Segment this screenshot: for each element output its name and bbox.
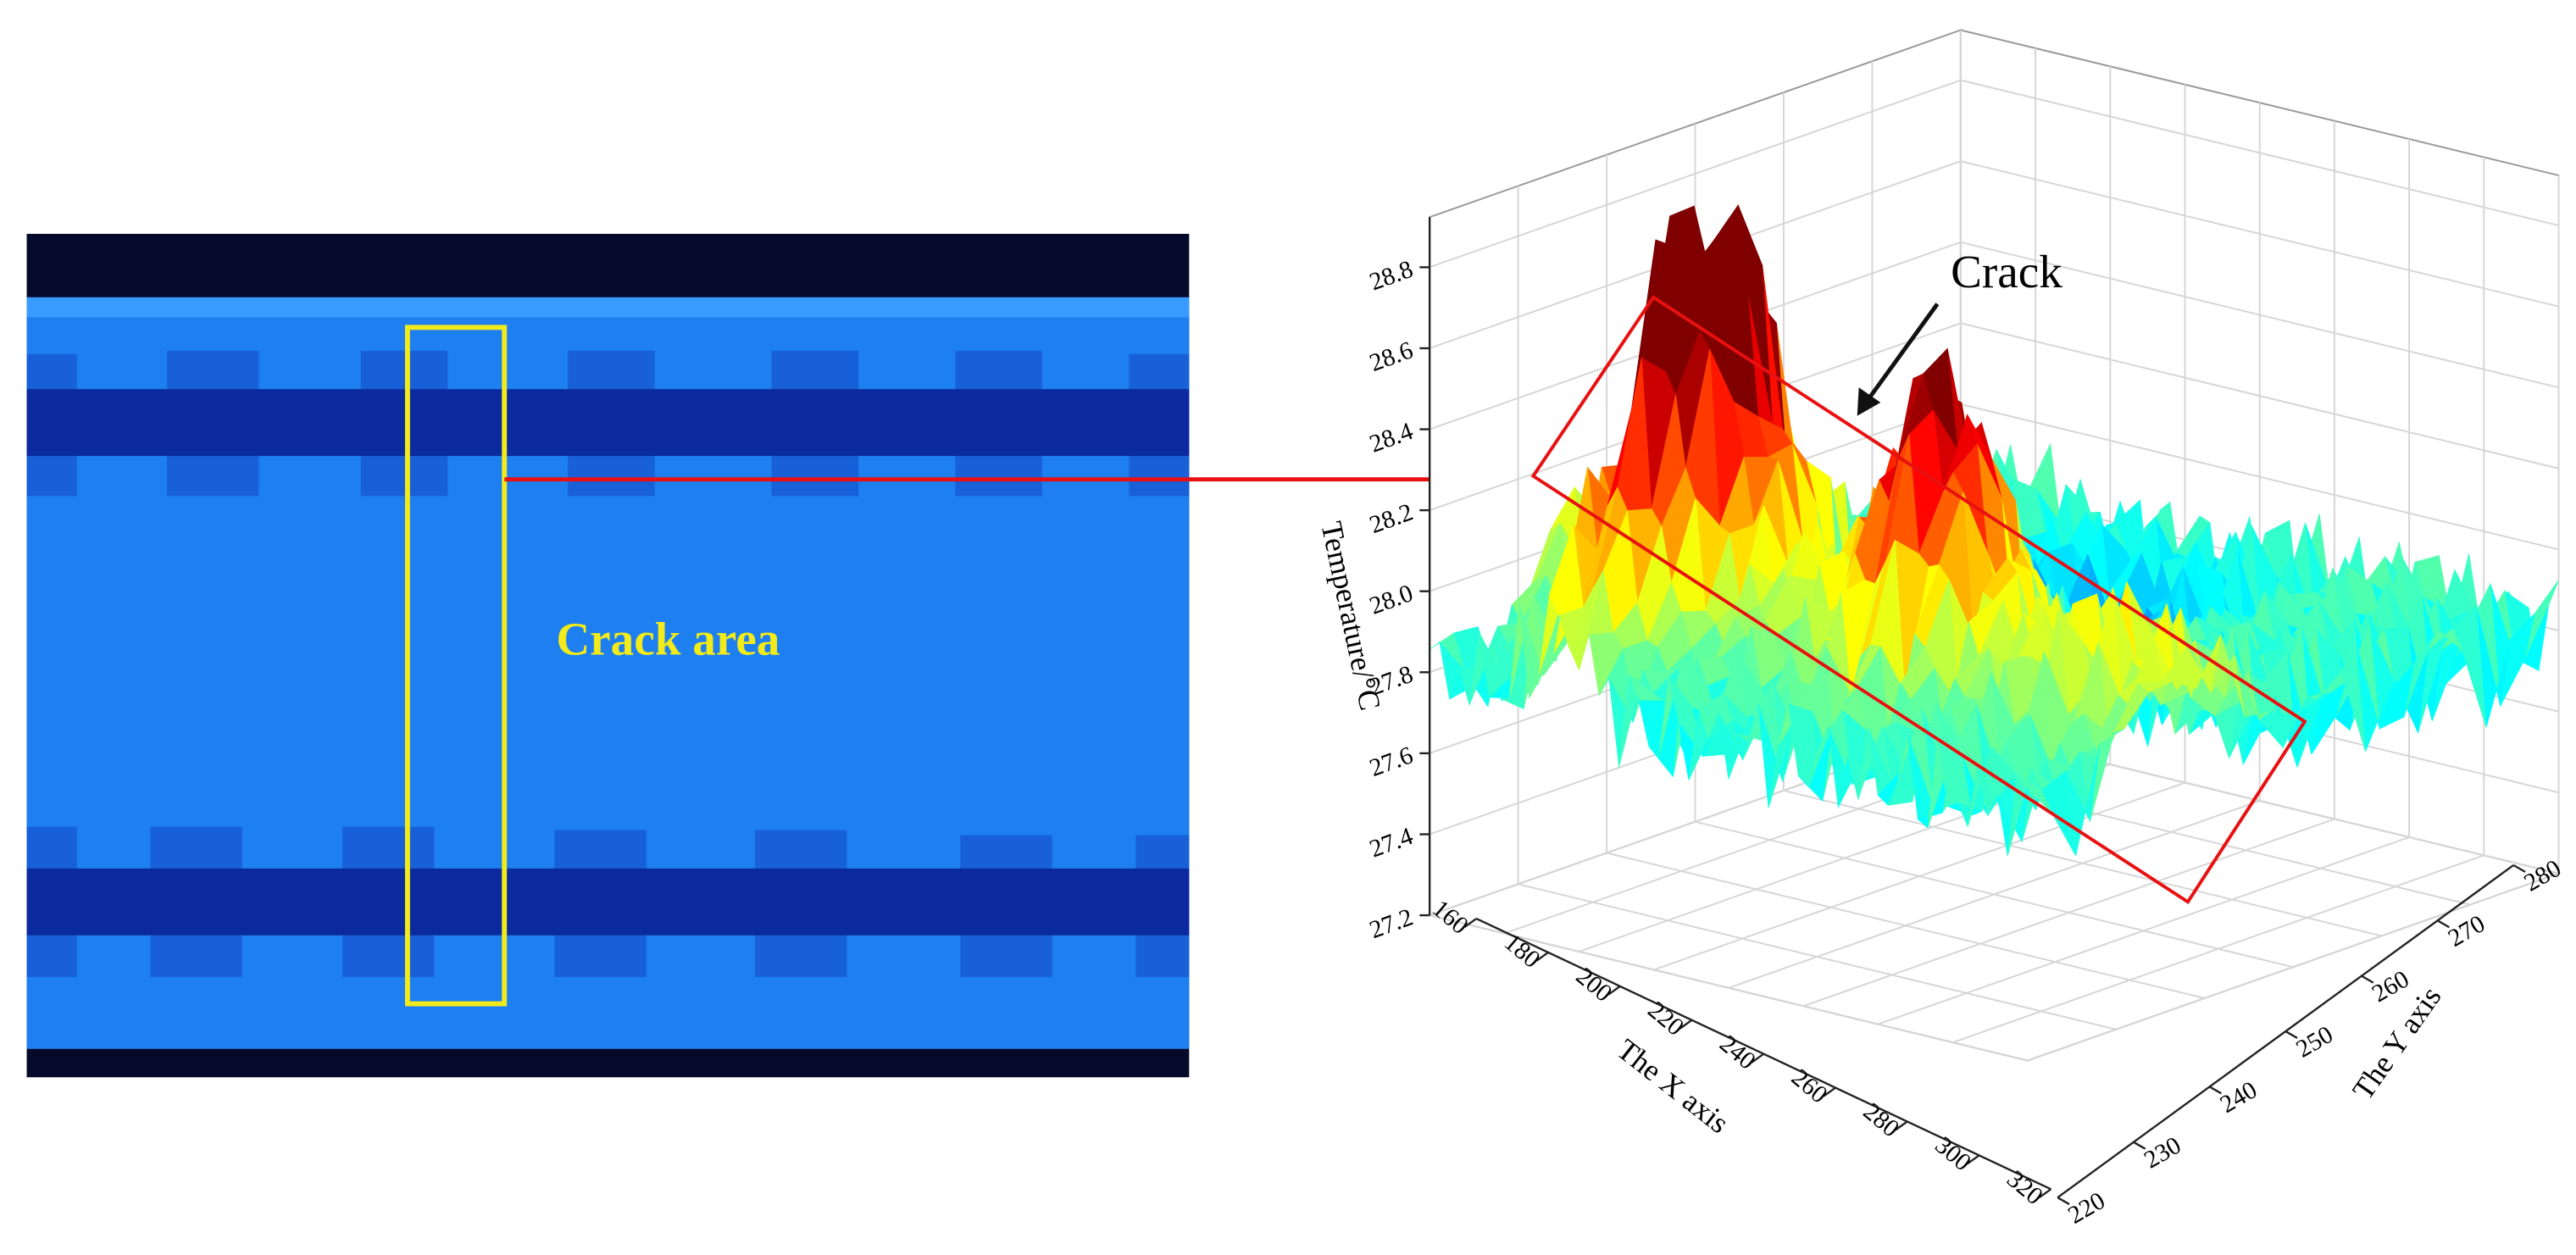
wall-grid-line <box>1960 160 2559 308</box>
wall-grid-line <box>1960 241 2559 389</box>
surface <box>1429 203 2559 857</box>
crack-arrow-head <box>1857 387 1881 416</box>
z-tick-label: 27.6 <box>1366 741 1417 782</box>
x-tick <box>1463 918 1478 928</box>
floor-grid-line <box>1429 914 2028 1062</box>
y-tick-label: 220 <box>2063 1187 2109 1230</box>
z-tick-label: 27.4 <box>1366 823 1417 864</box>
y-axis-label: The Y axis <box>2346 980 2448 1106</box>
crack-box <box>1530 295 2307 905</box>
x-tick-label: 200 <box>1571 963 1618 1008</box>
dark-stripe <box>26 868 1190 936</box>
z-tick-label: 28.4 <box>1366 418 1417 458</box>
x-tick <box>1967 1154 1980 1165</box>
z-tick-label: 28.6 <box>1366 336 1417 377</box>
x-tick-label: 260 <box>1786 1064 1833 1109</box>
x-tick <box>1607 985 1621 996</box>
y-tick <box>2512 864 2526 873</box>
z-tick-label: 28.0 <box>1366 580 1417 620</box>
x-tick-label: 320 <box>2001 1165 2048 1210</box>
y-tick-label: 240 <box>2216 1076 2262 1119</box>
floor-grid-line <box>1606 852 2205 999</box>
y-tick-label: 270 <box>2444 910 2490 952</box>
x-tick <box>1823 1086 1836 1097</box>
y-tick <box>2133 1141 2146 1150</box>
dark-stripe <box>26 389 1190 457</box>
thermal-image: Crack area <box>26 233 1190 1078</box>
x-tick <box>1751 1052 1765 1063</box>
floor-grid-line <box>1783 789 2382 937</box>
y-tick <box>2057 1197 2070 1206</box>
y-tick <box>2208 1086 2222 1095</box>
floor-grid-line <box>1518 883 2117 1030</box>
wall-grid-line <box>1429 79 1962 269</box>
y-tick <box>2437 919 2450 929</box>
y-tick <box>2285 1030 2298 1039</box>
wall-grid-line <box>1960 79 2559 227</box>
x-tick <box>1535 951 1549 962</box>
crack-area-label: Crack area <box>556 614 780 665</box>
x-tick-label: 300 <box>1929 1131 1976 1176</box>
z-tick-label: 27.2 <box>1366 903 1417 944</box>
floor-grid-line <box>1695 820 2294 969</box>
y-tick-label: 250 <box>2291 1021 2337 1063</box>
rail-edge <box>26 297 1190 318</box>
crack-arrow <box>1865 303 1940 403</box>
x-tick <box>2038 1188 2052 1199</box>
x-tick <box>1679 1019 1693 1030</box>
x-tick-label: 280 <box>1858 1098 1905 1143</box>
z-tick-label: 28.8 <box>1366 256 1417 297</box>
y-tick <box>2361 975 2374 984</box>
z-tick-label: 28.2 <box>1366 499 1417 540</box>
crack-box <box>404 325 508 1007</box>
wall-grid-line <box>1960 322 2559 469</box>
x-tick-label: 240 <box>1714 1030 1761 1075</box>
wall-grid-line <box>1960 403 2559 551</box>
crack-label: Crack <box>1951 246 2062 297</box>
x-tick-label: 220 <box>1642 997 1689 1041</box>
x-tick <box>1895 1120 1908 1131</box>
y-tick-label: 230 <box>2140 1132 2185 1174</box>
